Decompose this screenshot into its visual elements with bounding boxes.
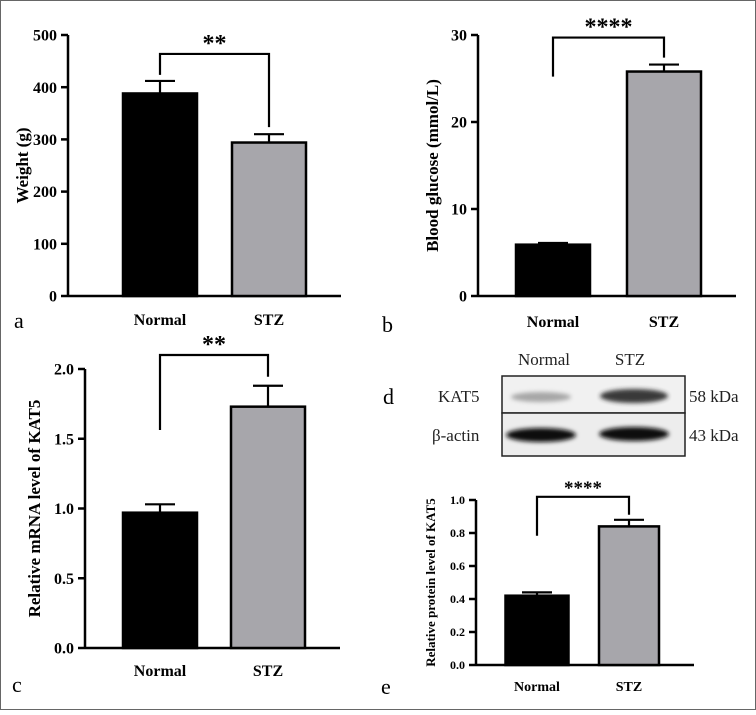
- blot-protein-label: KAT5: [438, 387, 480, 406]
- y-tick-label: 400: [33, 80, 57, 97]
- blot-lane-label: Normal: [518, 350, 570, 369]
- bar-normal: [514, 243, 592, 298]
- y-axis-title: Relative mRNA level of KAT5: [25, 400, 44, 618]
- y-tick-label: 0.4: [450, 592, 465, 606]
- y-tick-label: 0.0: [450, 658, 465, 672]
- panel-letter-e: e: [381, 674, 391, 699]
- panel-letter-a: a: [14, 308, 24, 333]
- bar-stz: [230, 141, 308, 298]
- y-tick-label: 1.5: [54, 431, 74, 448]
- y-tick-label: 30: [451, 28, 467, 45]
- blot-band-kat5-stz: [600, 389, 668, 403]
- y-tick-label: 0: [49, 289, 57, 306]
- blot-lane-label: STZ: [615, 350, 645, 369]
- y-tick-label: 20: [451, 115, 467, 132]
- y-axis-title: Weight (g): [13, 127, 32, 203]
- y-tick-label: 200: [33, 184, 57, 201]
- y-tick-label: 10: [451, 202, 467, 219]
- blot-band-actin-normal: [506, 428, 576, 442]
- bar-normal: [121, 92, 199, 298]
- y-axis-title: Relative protein level of KAT5: [423, 498, 438, 667]
- category-label: STZ: [253, 663, 283, 680]
- significance-label: ****: [564, 478, 602, 499]
- y-tick-label: 2.0: [54, 362, 74, 379]
- panel-letter-b: b: [382, 312, 393, 337]
- significance-label: **: [202, 332, 226, 358]
- chart-panel-b: 0 10 20 30 Normal STZ **** Blood glucose (mmol/…: [423, 15, 736, 331]
- y-tick-label: 100: [33, 236, 57, 253]
- chart-panel-a: 0 100 200 300 400 500 Normal STZ ** Weight (g): [13, 28, 341, 329]
- significance-bracket: [535, 495, 631, 536]
- y-tick-label: 0.6: [450, 559, 465, 573]
- blot-protein-label: β-actin: [432, 426, 480, 445]
- category-label: Normal: [134, 663, 187, 680]
- y-tick-label: 0.2: [450, 625, 465, 639]
- y-tick-label: 0: [459, 289, 467, 306]
- bar-normal: [504, 594, 570, 667]
- blot-size-label: 43 kDa: [689, 426, 739, 445]
- category-label: STZ: [649, 314, 679, 331]
- bar-stz: [229, 405, 307, 650]
- bar-stz: [597, 525, 661, 667]
- blot-size-label: 58 kDa: [689, 387, 739, 406]
- western-blot: Normal STZ KAT5 β-actin 58 kDa 43 kDa: [432, 350, 739, 457]
- category-label: Normal: [527, 314, 580, 331]
- significance-label: **: [203, 31, 227, 57]
- y-tick-label: 0.8: [450, 526, 465, 540]
- y-tick-label: 300: [33, 132, 57, 149]
- y-tick-label: 0.5: [54, 571, 74, 588]
- blot-band-kat5-normal: [511, 392, 571, 402]
- significance-bracket: [158, 353, 270, 430]
- y-tick-label: 1.0: [450, 493, 465, 507]
- chart-panel-e: 0.0 0.2 0.4 0.6 0.8 1.0 Normal STZ **** Relative …: [423, 478, 694, 695]
- y-tick-label: 500: [33, 28, 57, 45]
- category-label: STZ: [254, 312, 284, 329]
- category-label: STZ: [616, 680, 642, 695]
- panel-letter-d: d: [383, 384, 394, 409]
- chart-panel-c: 0.0 0.5 1.0 1.5 2.0 Normal STZ ** Relative mRNA …: [25, 332, 340, 680]
- bar-normal: [121, 511, 199, 650]
- y-tick-label: 1.0: [54, 501, 74, 518]
- bar-stz: [625, 70, 703, 298]
- significance-label: ****: [585, 15, 633, 41]
- significance-bracket: [158, 52, 271, 128]
- y-tick-label: 0.0: [54, 641, 74, 658]
- panel-letter-c: c: [12, 672, 22, 697]
- significance-bracket: [551, 36, 666, 77]
- category-label: Normal: [134, 312, 187, 329]
- blot-band-actin-stz: [599, 427, 669, 441]
- y-axis-title: Blood glucose (mmol/L): [423, 79, 442, 252]
- category-label: Normal: [514, 680, 560, 695]
